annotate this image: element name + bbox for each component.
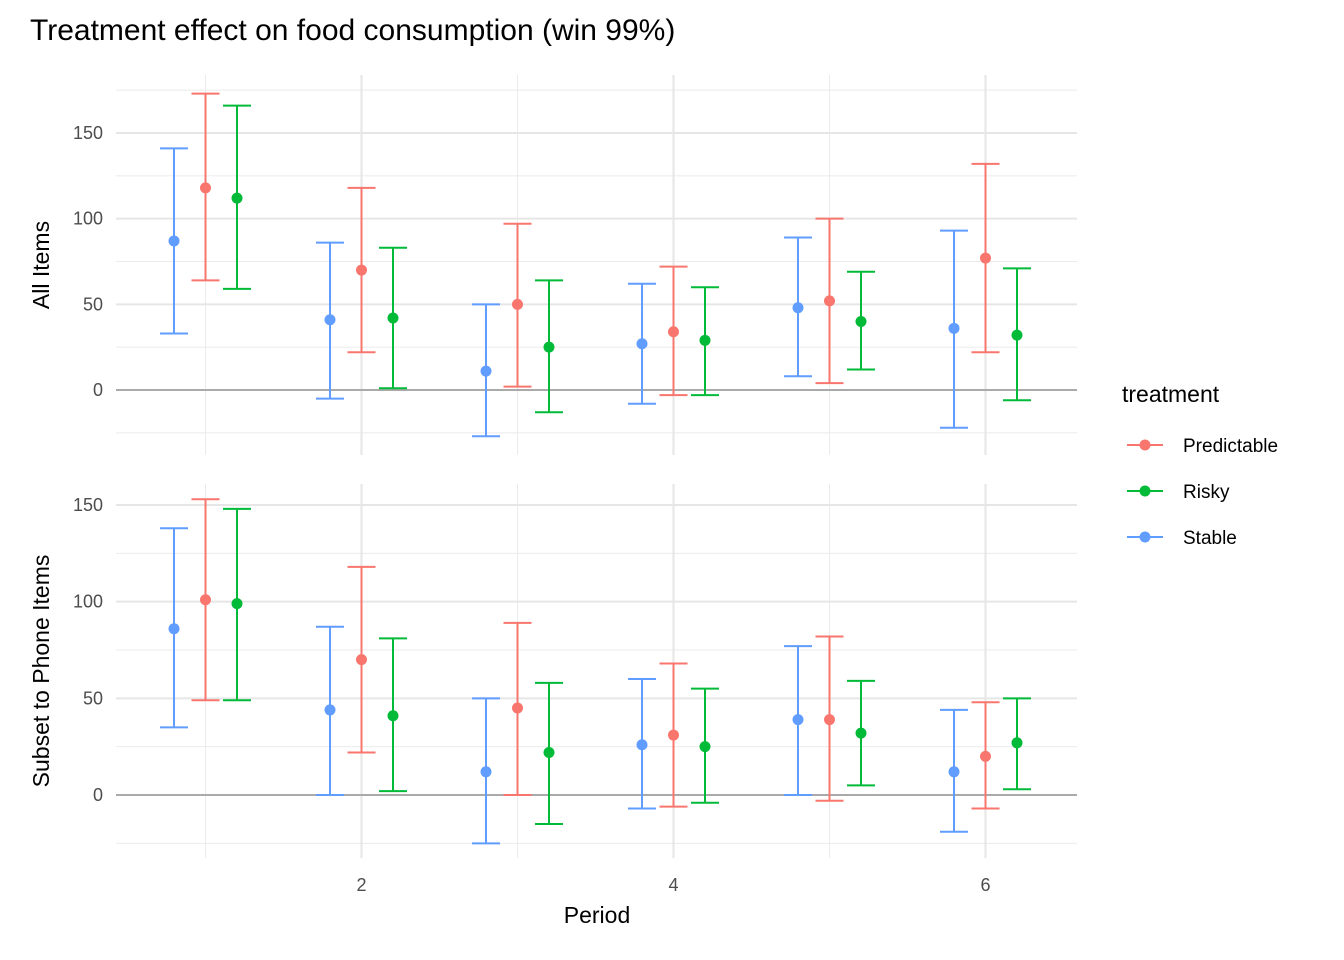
x-tick-label: 2: [356, 875, 366, 895]
point-estimate: [1011, 737, 1023, 749]
legend-key-point: [1139, 485, 1151, 497]
point-estimate: [543, 746, 555, 758]
y-axis-title: Subset to Phone Items: [28, 555, 54, 788]
point-estimate: [231, 192, 243, 204]
point-estimate: [168, 235, 180, 247]
point-estimate: [200, 182, 211, 194]
point-estimate: [543, 341, 555, 353]
series-risky: [223, 507, 1031, 825]
y-tick-label: 150: [73, 495, 103, 515]
point-estimate: [512, 298, 523, 310]
point-estimate: [636, 338, 648, 350]
chart-title: Treatment effect on food consumption (wi…: [30, 14, 675, 47]
legend-entry-risky: Risky: [1127, 482, 1230, 503]
point-estimate: [356, 654, 367, 666]
point-estimate: [668, 326, 679, 338]
x-axis: 2 4 6: [356, 875, 990, 895]
point-estimate: [699, 334, 711, 346]
point-estimate: [1011, 329, 1023, 341]
series-stable: [160, 147, 968, 438]
series-stable: [160, 527, 968, 845]
panel-1: 0 50 100 150 All Items: [28, 75, 1077, 455]
point-estimate: [324, 704, 336, 716]
x-tick-label: 6: [980, 875, 990, 895]
y-tick-label: 150: [73, 123, 103, 143]
point-estimate: [792, 714, 804, 726]
point-estimate: [356, 264, 367, 276]
point-estimate: [855, 315, 867, 327]
panel-2: 0 50 100 150 Subset to Phone Items: [28, 484, 1077, 858]
point-estimate: [387, 312, 399, 324]
point-estimate: [980, 252, 991, 264]
y-tick-label: 0: [93, 785, 103, 805]
point-estimate: [324, 314, 336, 326]
legend-entry-stable: Stable: [1127, 528, 1237, 549]
point-estimate: [512, 702, 523, 714]
y-tick-label: 50: [83, 294, 103, 314]
point-estimate: [387, 710, 399, 722]
y-tick-label: 0: [93, 380, 103, 400]
point-estimate: [168, 623, 180, 635]
legend-entry-predictable: Predictable: [1127, 436, 1278, 457]
series-predictable: [191, 498, 1000, 810]
point-estimate: [200, 594, 211, 606]
point-estimate: [480, 365, 492, 377]
point-estimate: [948, 322, 960, 334]
legend-key-point: [1139, 439, 1151, 451]
y-tick-label: 100: [73, 209, 103, 229]
series-predictable: [191, 92, 1000, 397]
point-estimate: [855, 727, 867, 739]
legend-title: treatment: [1122, 381, 1220, 407]
legend-key-point: [1139, 531, 1151, 543]
point-estimate: [824, 714, 835, 726]
y-tick-label: 50: [83, 688, 103, 708]
legend-label: Risky: [1183, 482, 1230, 503]
point-estimate: [792, 302, 804, 314]
point-estimate: [636, 739, 648, 751]
point-estimate: [699, 741, 711, 753]
point-estimate: [980, 750, 991, 762]
point-estimate: [824, 295, 835, 307]
legend: treatment Predictable Risky Stable: [1122, 381, 1278, 549]
legend-label: Stable: [1183, 528, 1237, 549]
series-risky: [223, 104, 1031, 414]
point-estimate: [668, 729, 679, 741]
x-axis-title: Period: [564, 902, 630, 928]
y-tick-label: 100: [73, 592, 103, 612]
y-axis-title: All Items: [28, 221, 54, 309]
point-estimate: [480, 766, 492, 778]
point-estimate: [948, 766, 960, 778]
legend-label: Predictable: [1183, 436, 1278, 457]
x-tick-label: 4: [668, 875, 678, 895]
point-estimate: [231, 598, 243, 610]
